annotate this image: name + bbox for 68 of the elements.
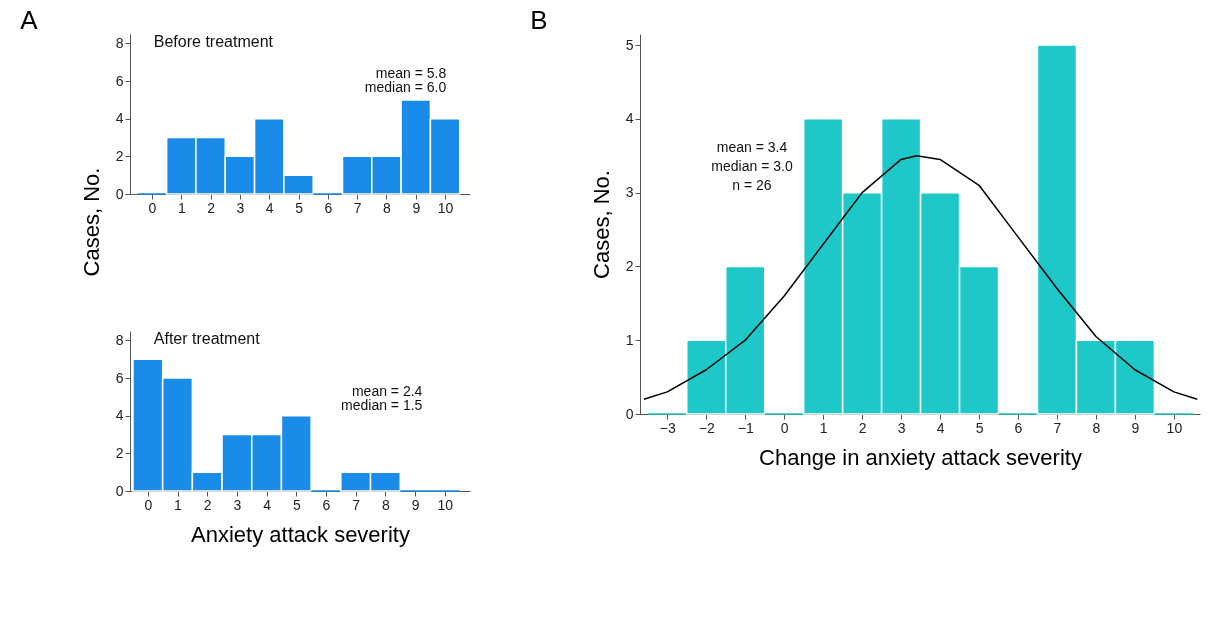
x-tick-label: 0 — [144, 496, 153, 513]
annotation: mean = 5.8 — [375, 65, 447, 81]
x-tick-label: 4 — [265, 199, 274, 216]
y-tick-label: 8 — [115, 331, 124, 348]
x-tick-label: 3 — [897, 419, 906, 436]
y-tick-label: 2 — [625, 257, 634, 274]
x-tick-label: 10 — [1166, 419, 1183, 436]
annotation: median = 1.5 — [341, 397, 423, 414]
y-tick-label: 8 — [115, 34, 124, 51]
y-tick-label: 2 — [115, 147, 124, 164]
x-tick-label: 5 — [292, 496, 301, 513]
x-tick-label: 6 — [324, 199, 333, 216]
x-tick-label: 8 — [1092, 419, 1101, 436]
x-tick-label: 8 — [383, 199, 392, 216]
y-axis-title: Cases, No. — [78, 167, 104, 277]
x-tick-label: 6 — [322, 496, 331, 513]
annotation: mean = 3.4 — [716, 139, 788, 155]
y-tick-label: 4 — [625, 110, 634, 127]
x-axis-title: Anxiety attack severity — [191, 521, 410, 547]
annotation: median = 6.0 — [364, 79, 447, 96]
y-tick-label: 2 — [115, 444, 124, 461]
x-tick-label: 10 — [437, 199, 454, 216]
x-tick-label: 3 — [233, 496, 242, 513]
y-tick-label: 5 — [625, 36, 634, 53]
x-tick-label: −2 — [698, 419, 715, 436]
x-tick-label: 4 — [263, 496, 272, 513]
y-axis-title: Cases, No. — [588, 170, 614, 279]
x-tick-label: 9 — [411, 496, 420, 513]
y-tick-label: 6 — [115, 72, 124, 89]
x-tick-label: 2 — [203, 496, 212, 513]
x-tick-label: 6 — [1014, 419, 1023, 436]
line-series — [643, 155, 1199, 400]
y-tick-label: 6 — [115, 369, 124, 386]
x-tick-label: 3 — [236, 199, 245, 216]
x-tick-label: 9 — [412, 199, 421, 216]
x-tick-label: −3 — [659, 419, 676, 436]
x-tick-label: 0 — [148, 199, 157, 216]
x-tick-label: 8 — [381, 496, 390, 513]
annotation: median = 3.0 — [711, 158, 793, 174]
x-tick-label: 7 — [1053, 419, 1062, 436]
x-tick-label: 7 — [352, 496, 361, 513]
x-tick-label: 2 — [858, 419, 867, 436]
x-tick-label: 5 — [295, 199, 304, 216]
annotation: After treatment — [153, 330, 261, 347]
y-tick-label: 4 — [115, 407, 124, 424]
x-tick-label: 1 — [174, 496, 183, 513]
x-axis-title: Change in anxiety attack severity — [759, 444, 1082, 470]
x-tick-label: 10 — [437, 496, 454, 513]
x-tick-label: 1 — [177, 199, 186, 216]
y-tick-label: 0 — [115, 185, 124, 202]
x-tick-label: 7 — [353, 199, 362, 216]
x-tick-label: −1 — [737, 419, 754, 436]
chart-title: A — [20, 5, 39, 35]
y-tick-label: 1 — [625, 331, 634, 348]
x-tick-label: 1 — [819, 419, 828, 436]
y-tick-label: 0 — [625, 405, 634, 422]
y-tick-label: 0 — [115, 482, 124, 499]
x-tick-label: 9 — [1131, 419, 1140, 436]
annotation: mean = 2.4 — [351, 382, 423, 399]
chart-title: B — [530, 5, 548, 35]
y-tick-label: 3 — [625, 184, 634, 201]
annotation: Before treatment — [153, 33, 274, 50]
x-tick-label: 5 — [975, 419, 984, 436]
x-tick-label: 4 — [936, 419, 945, 436]
annotation: n = 26 — [732, 177, 772, 193]
x-tick-label: 2 — [207, 199, 216, 216]
y-tick-label: 4 — [115, 110, 124, 127]
x-tick-label: 0 — [780, 419, 789, 436]
